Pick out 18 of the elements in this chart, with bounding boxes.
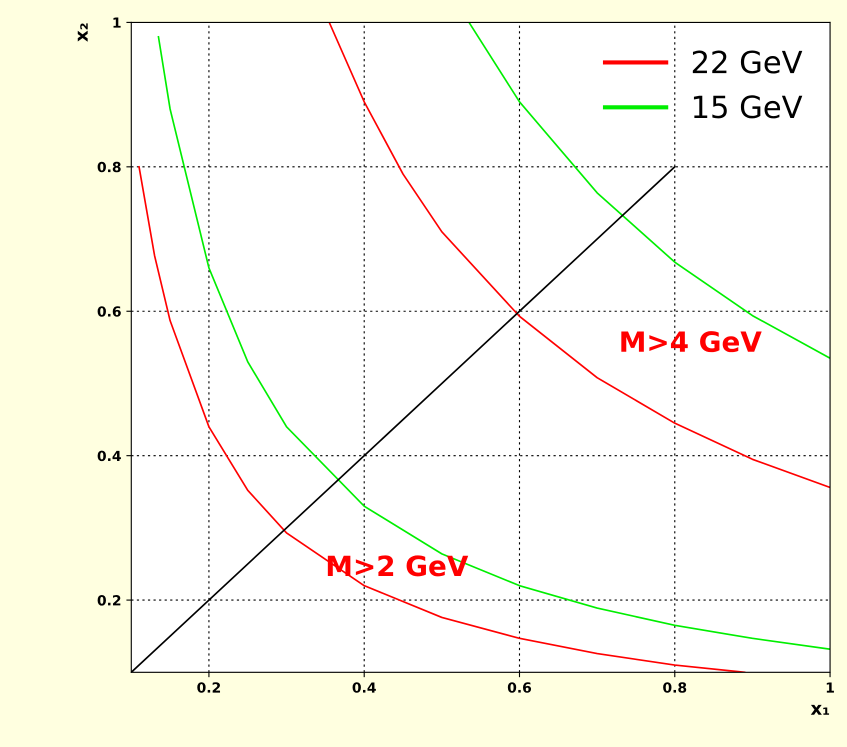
legend-label: 15 GeV <box>694 95 802 118</box>
y-axis-title: x₂ <box>78 23 88 42</box>
line-series <box>328 22 830 488</box>
legend-label: 22 GeV <box>692 50 802 74</box>
x-tick-label: 0.2 <box>197 682 220 693</box>
line-series <box>158 36 830 650</box>
x-tick-label: 0.4 <box>352 682 376 693</box>
y-tick-label: 0.6 <box>98 306 121 317</box>
y-tick-label: 1 <box>113 18 121 28</box>
x-tick-label: 0.8 <box>663 682 686 693</box>
line-series <box>468 22 830 360</box>
x-tick-label: 1 <box>826 682 834 693</box>
annotation: M>4 GeV <box>621 331 762 352</box>
x-axis-title: x₁ <box>810 704 830 715</box>
y-tick-label: 0.2 <box>98 595 120 606</box>
x-tick-label: 0.6 <box>508 682 532 693</box>
y-tick-label: 0.4 <box>98 450 121 462</box>
y-tick-label: 0.8 <box>98 162 121 172</box>
